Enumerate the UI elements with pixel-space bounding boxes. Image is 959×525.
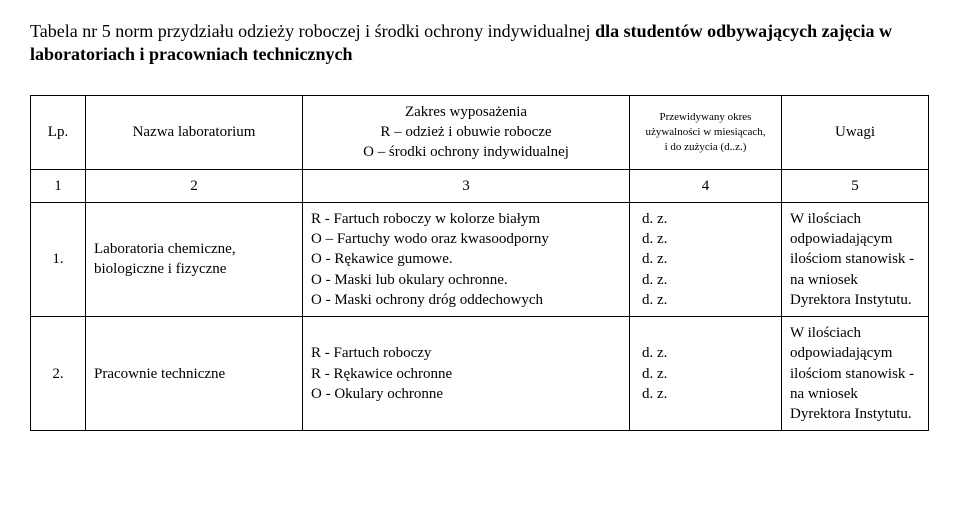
colnum-3: 3 (303, 169, 630, 202)
table-row: 1. Laboratoria chemiczne, biologiczne i … (31, 202, 929, 316)
header-zakres: Zakres wyposażenia R – odzież i obuwie r… (303, 95, 630, 169)
allocation-table: Lp. Nazwa laboratorium Zakres wyposażeni… (30, 95, 929, 432)
cell-okres: d. z. d. z. d. z. (630, 317, 782, 431)
cell-lp: 1. (31, 202, 86, 316)
cell-zakres: R - Fartuch roboczy R - Rękawice ochronn… (303, 317, 630, 431)
colnum-4: 4 (630, 169, 782, 202)
cell-uwagi: W ilościach odpowiadającym ilościom stan… (782, 202, 929, 316)
cell-name: Pracownie techniczne (86, 317, 303, 431)
cell-okres: d. z. d. z. d. z. d. z. d. z. (630, 202, 782, 316)
title-prefix: Tabela nr 5 norm przydziału odzieży robo… (30, 21, 595, 41)
colnum-2: 2 (86, 169, 303, 202)
header-name: Nazwa laboratorium (86, 95, 303, 169)
cell-lp: 2. (31, 317, 86, 431)
cell-zakres: R - Fartuch roboczy w kolorze białym O –… (303, 202, 630, 316)
header-uwagi: Uwagi (782, 95, 929, 169)
table-row: 2. Pracownie techniczne R - Fartuch robo… (31, 317, 929, 431)
header-okres: Przewidywany okres używalności w miesiąc… (630, 95, 782, 169)
cell-uwagi: W ilościach odpowiadającym ilościom stan… (782, 317, 929, 431)
table-header-row: Lp. Nazwa laboratorium Zakres wyposażeni… (31, 95, 929, 169)
cell-name: Laboratoria chemiczne, biologiczne i fiz… (86, 202, 303, 316)
header-lp: Lp. (31, 95, 86, 169)
colnum-5: 5 (782, 169, 929, 202)
table-number-row: 1 2 3 4 5 (31, 169, 929, 202)
document-title: Tabela nr 5 norm przydziału odzieży robo… (30, 20, 929, 67)
colnum-1: 1 (31, 169, 86, 202)
